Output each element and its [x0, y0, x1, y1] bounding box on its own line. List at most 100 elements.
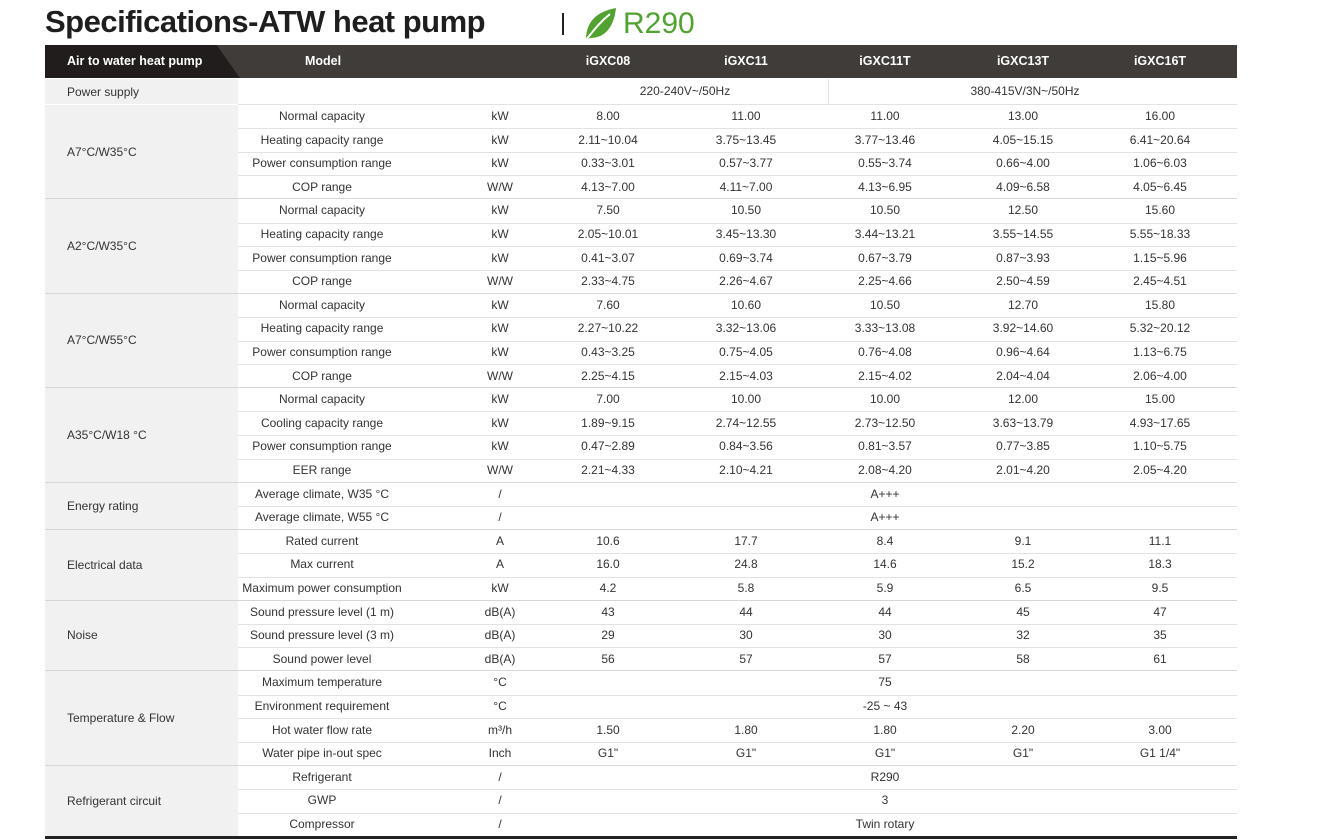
section-label-text: Noise	[67, 628, 98, 643]
page-title: Specifications-ATW heat pump	[45, 4, 486, 39]
param-label: Refrigerant	[292, 769, 352, 784]
param-label: Power consumption range	[252, 250, 392, 265]
value-cell: 18.3	[1148, 557, 1172, 572]
unit-label: kW	[491, 297, 509, 312]
section-label: Electrical data	[45, 529, 238, 600]
param-label: EER range	[292, 463, 352, 477]
unit-label: /	[498, 510, 502, 525]
value-cell: 57	[878, 651, 892, 666]
param-label: Max current	[290, 557, 354, 572]
value-cell: 0.43~3.25	[581, 345, 635, 359]
value-cell: 2.33~4.75	[581, 274, 635, 289]
unit-label: W/W	[487, 368, 513, 383]
value-cell: 13.00	[1007, 109, 1039, 123]
value-cell: 10.00	[869, 392, 901, 407]
value-cell: 11.00	[870, 109, 900, 123]
power-supply-three-phase: 380-415V/3N~/50Hz	[970, 84, 1080, 98]
value-cell: 2.05~4.20	[1133, 463, 1187, 477]
row-divider	[238, 694, 1237, 696]
row-divider	[238, 411, 1237, 413]
unit-label: dB(A)	[484, 628, 516, 643]
unit-label: kW	[491, 581, 509, 595]
value-cell: 12.00	[1007, 392, 1039, 407]
value-cell: 10.50	[869, 297, 901, 312]
section-label: Noise	[45, 600, 238, 671]
section-label: A7°C/W35°C	[45, 105, 238, 199]
param-label: Sound pressure level (1 m)	[249, 604, 395, 619]
value-cell: G1"	[735, 746, 757, 761]
table-header-bar	[45, 45, 1237, 78]
value-cell: 0.81~3.57	[858, 439, 912, 454]
section-label-text: A7°C/W35°C	[67, 144, 137, 159]
section-label-text: A7°C/W55°C	[67, 333, 137, 348]
unit-label: kW	[491, 439, 509, 454]
unit-label: /	[498, 793, 502, 808]
row-divider	[238, 458, 1237, 460]
unit-label: kW	[491, 227, 509, 241]
param-label: Average climate, W35 °C	[255, 486, 389, 501]
value-cell: 0.96~4.64	[996, 345, 1050, 359]
unit-label: W/W	[487, 274, 513, 289]
value-cell: 0.41~3.07	[581, 250, 635, 265]
value-cell: 2.25~4.15	[581, 368, 635, 383]
power-supply-divider	[828, 79, 829, 104]
value-cell: 1.89~9.15	[581, 415, 635, 430]
header-air-to-water: Air to water heat pump	[67, 54, 203, 68]
unit-label: W/W	[487, 179, 513, 194]
param-label: Power consumption range	[252, 345, 392, 359]
unit-label: /	[498, 769, 502, 784]
spanned-value: R290	[870, 769, 900, 784]
value-cell: 11.1	[1148, 533, 1172, 548]
value-cell: 0.33~3.01	[581, 156, 635, 171]
unit-label: /	[498, 486, 502, 501]
section-label: A7°C/W55°C	[45, 293, 238, 388]
unit-label: dB(A)	[484, 604, 516, 619]
unit-label: Inch	[488, 746, 512, 761]
section-label-text: A2°C/W35°C	[67, 239, 137, 254]
section-divider	[45, 528, 1237, 530]
value-cell: 10.50	[869, 203, 901, 218]
value-cell: 2.08~4.20	[858, 463, 912, 477]
param-label: Cooling capacity range	[260, 415, 384, 430]
value-cell: 4.05~6.45	[1133, 179, 1187, 194]
value-cell: 12.50	[1007, 203, 1039, 218]
table-bottom-border	[45, 836, 1237, 839]
value-cell: G1"	[597, 746, 619, 761]
row-divider	[238, 340, 1237, 342]
value-cell: 2.06~4.00	[1133, 368, 1187, 383]
unit-label: /	[498, 817, 502, 831]
value-cell: 35	[1153, 628, 1167, 643]
value-cell: 7.50	[596, 203, 620, 218]
value-cell: 0.57~3.77	[719, 156, 773, 171]
value-cell: 3.63~13.79	[992, 415, 1054, 430]
header-model-0: iGXC08	[585, 54, 631, 68]
param-label: Sound pressure level (3 m)	[249, 628, 395, 643]
value-cell: 2.20	[1011, 722, 1035, 737]
value-cell: G1"	[874, 746, 896, 761]
section-label: Energy rating	[45, 482, 238, 529]
value-cell: 17.7	[734, 533, 758, 548]
value-cell: 1.50	[596, 722, 620, 737]
value-cell: 0.69~3.74	[719, 250, 773, 265]
row-divider	[238, 269, 1237, 271]
row-divider	[238, 812, 1237, 814]
value-cell: 5.32~20.12	[1129, 321, 1191, 336]
value-cell: 7.60	[596, 297, 620, 312]
spanned-value: -25 ~ 43	[862, 699, 908, 713]
spanned-value: Twin rotary	[855, 817, 915, 831]
value-cell: 10.6	[596, 533, 620, 548]
value-cell: 0.66~4.00	[996, 156, 1050, 171]
param-label: Hot water flow rate	[271, 722, 373, 737]
value-cell: 44	[739, 604, 753, 619]
section-label: Temperature & Flow	[45, 671, 238, 765]
header-model-1: iGXC11	[724, 54, 768, 68]
value-cell: 5.55~18.33	[1129, 227, 1191, 241]
value-cell: 0.87~3.93	[996, 250, 1050, 265]
value-cell: 45	[1016, 604, 1030, 619]
value-cell: 15.2	[1011, 557, 1035, 572]
value-cell: 44	[878, 604, 892, 619]
value-cell: 2.45~4.51	[1133, 274, 1187, 289]
section-label: A35°C/W18 °C	[45, 388, 238, 482]
param-label: GWP	[307, 793, 337, 808]
value-cell: 3.45~13.30	[715, 227, 777, 241]
